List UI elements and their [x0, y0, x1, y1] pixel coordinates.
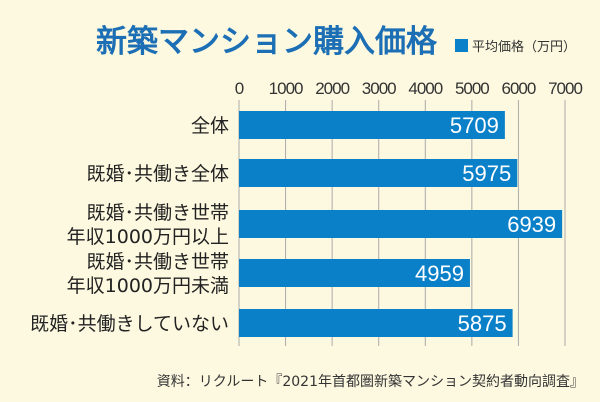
bar — [239, 259, 470, 287]
chart-title: 新築マンション購入価格 — [96, 24, 437, 60]
category-label: 既婚･共働き世帯 — [86, 251, 229, 273]
x-tick-label: 1000 — [269, 79, 303, 98]
bar — [239, 210, 563, 238]
x-tick-label: 2000 — [315, 79, 349, 98]
legend-swatch — [455, 39, 468, 52]
x-tick-label: 4000 — [408, 79, 442, 98]
bar-value-label: 6939 — [507, 212, 556, 237]
bar-value-label: 5875 — [458, 311, 507, 336]
x-tick-label: 7000 — [548, 79, 582, 98]
legend: 平均価格（万円） — [455, 36, 576, 55]
x-tick-label: 0 — [235, 79, 244, 98]
legend-label: 平均価格（万円） — [472, 40, 577, 55]
category-label: 全体 — [191, 115, 229, 137]
bar — [239, 159, 518, 187]
bar — [239, 111, 505, 139]
category-label: 既婚･共働き世帯 — [86, 202, 229, 224]
source-note: 資料：リクルート『2021年首都圏新築マンション契約者動向調査』 — [156, 374, 584, 390]
bar-value-label: 5709 — [450, 113, 499, 138]
bar-value-label: 5975 — [462, 161, 511, 186]
category-label: 年収1000万円未満 — [67, 275, 229, 297]
bar-value-label: 4959 — [415, 261, 464, 286]
category-label: 年収1000万円以上 — [67, 226, 229, 248]
category-label: 既婚･共働きしていない — [30, 313, 229, 335]
category-label: 既婚･共働き全体 — [86, 163, 229, 185]
x-tick-label: 5000 — [455, 79, 489, 98]
x-tick-label: 3000 — [362, 79, 396, 98]
bar — [239, 309, 513, 337]
x-tick-label: 6000 — [502, 79, 536, 98]
